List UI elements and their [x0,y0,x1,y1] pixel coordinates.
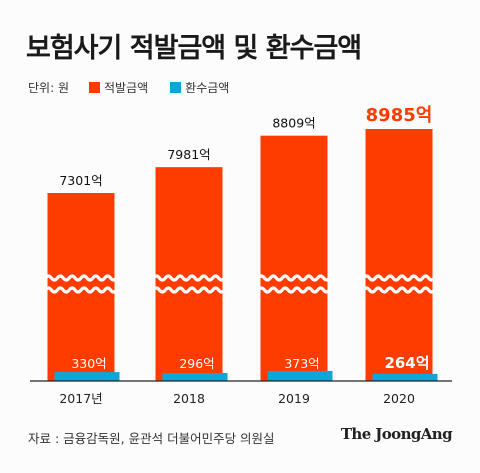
axis-break-mark-1-1 [152,286,226,294]
axis-break-mark-2-0 [257,274,331,282]
detected-bar-2 [260,135,328,381]
detected-value-label-1: 7981억 [167,147,210,162]
x-tick-label-3: 2020 [383,391,415,406]
detected-value-label-2: 8809억 [272,116,315,131]
detected-value-label-3: 8985억 [366,105,433,126]
x-tick-label-1: 2018 [173,391,205,406]
axis-break-mark-2-1 [257,286,331,294]
axis-break-mark-1-0 [152,274,226,282]
legend-swatch-recovered [170,82,182,93]
recovered-value-label-3: 264억 [384,354,429,372]
detected-bar-0 [47,193,115,381]
recovered-value-label-2: 373억 [284,356,319,371]
recovered-bar-2 [267,370,333,381]
axis-break-mark-0-1 [44,286,118,294]
legend-item-recovered: 환수금액 [170,79,229,96]
x-tick-label-2: 2019 [278,391,310,406]
axis-break-mark-3-1 [362,286,436,294]
recovered-value-label-0: 330억 [71,356,106,371]
recovered-bar-1 [162,373,228,381]
source-note: 자료 : 금융감독원, 윤관석 더불어민주당 의원실 [28,431,275,446]
detected-bar-1 [155,167,223,381]
axis-break-mark-3-0 [362,274,436,282]
legend: 단위: 원 적발금액 환수금액 [28,79,251,96]
legend-label-detected: 적발금액 [103,81,149,95]
brand-logo: The JoongAng [340,425,453,443]
legend-label-recovered: 환수금액 [185,81,230,95]
unit-label: 단위: 원 [28,81,69,95]
recovered-bar-3 [372,373,438,381]
axis-break-mark-0-0 [44,274,118,282]
recovered-value-label-1: 296억 [179,356,214,371]
detected-value-label-0: 7301억 [59,173,102,188]
legend-swatch-detected [88,82,100,93]
legend-item-detected: 적발금액 [88,79,149,96]
x-tick-label-0: 2017년 [59,391,102,406]
chart-title: 보험사기 적발금액 및 환수금액 [26,33,362,64]
detected-bar-3 [365,129,433,381]
recovered-bar-0 [54,372,120,381]
